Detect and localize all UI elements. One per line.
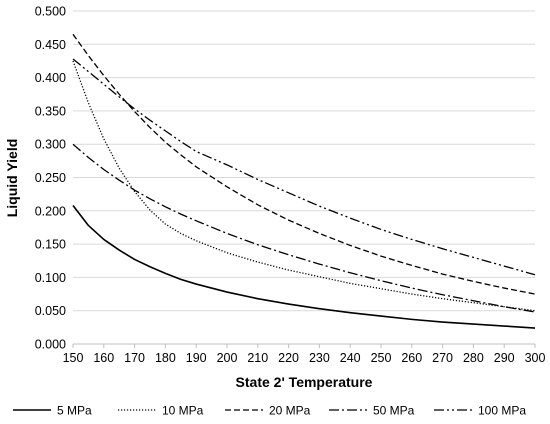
series-line-20-mpa [72, 33, 536, 295]
x-tick-labels: 150 160 170 180 190 200 210 220 230 240 250 260 270 2… [63, 351, 546, 365]
x-tick-label: 260 [401, 351, 422, 365]
x-tick-label: 160 [93, 351, 114, 365]
y-tick-label: 0.150 [35, 238, 66, 252]
x-axis-title: State 2' Temperature [236, 374, 373, 390]
x-tick-label: 170 [124, 351, 145, 365]
legend-label: 50 MPa [373, 404, 415, 418]
y-tick-label: 0.500 [35, 5, 66, 19]
y-tick-label: 0.200 [35, 204, 66, 218]
legend-label: 20 MPa [269, 404, 311, 418]
x-tick-label: 210 [247, 351, 268, 365]
series-line-10-mpa [72, 60, 536, 312]
x-tick-label: 290 [494, 351, 515, 365]
y-tick-label: 0.400 [35, 71, 66, 85]
x-tick-label: 270 [432, 351, 453, 365]
x-tick-label: 300 [525, 351, 546, 365]
series-line-50-mpa [72, 143, 536, 313]
y-tick-labels: 0.000 0.050 0.100 0.150 0.200 0.250 0.300 0.350… [35, 5, 66, 352]
y-axis-title: Liquid Yield [4, 139, 20, 218]
y-tick-label: 0.350 [35, 104, 66, 118]
gridlines [73, 10, 535, 312]
x-tick-label: 280 [463, 351, 484, 365]
y-tick-label: 0.050 [35, 304, 66, 318]
legend: 5 MPa 10 MPa 20 MPa 50 MPa 100 MPa [13, 404, 526, 418]
y-tick-label: 0.250 [35, 171, 66, 185]
x-tick-label: 250 [371, 351, 392, 365]
x-tick-label: 200 [217, 351, 238, 365]
x-tick-label: 190 [186, 351, 207, 365]
legend-label: 5 MPa [57, 404, 92, 418]
x-tick-label: 180 [155, 351, 176, 365]
data-series [72, 33, 536, 329]
series-line-5-mpa [72, 204, 536, 329]
series-line-100-mpa [72, 58, 536, 276]
legend-label: 10 MPa [162, 404, 204, 418]
y-tick-label: 0.450 [35, 38, 66, 52]
x-tick-label: 150 [63, 351, 84, 365]
y-tick-label: 0.300 [35, 138, 66, 152]
x-tick-label: 240 [340, 351, 361, 365]
x-tick-label: 220 [278, 351, 299, 365]
legend-label: 100 MPa [478, 404, 526, 418]
y-tick-label: 0.000 [35, 338, 66, 352]
axes [72, 343, 536, 348]
x-tick-label: 230 [309, 351, 330, 365]
y-tick-label: 0.100 [35, 271, 66, 285]
